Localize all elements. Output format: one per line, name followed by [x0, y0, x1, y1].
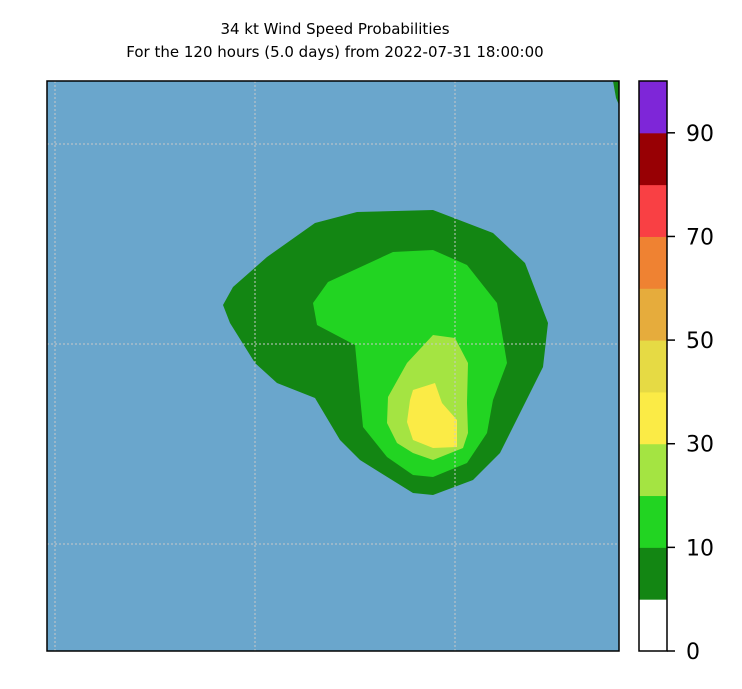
colorbar-band: [639, 599, 667, 652]
colorbar-band: [639, 547, 667, 600]
colorbar-tick-label: 30: [686, 433, 714, 458]
colorbar-band: [639, 236, 667, 289]
chart-title: 34 kt Wind Speed Probabilities: [220, 20, 450, 38]
contour-30-40: [407, 383, 457, 448]
map-frame: [46, 80, 620, 652]
colorbar-tick-label: 70: [686, 225, 714, 250]
colorbar-tick-label: 50: [686, 329, 714, 354]
colorbar-band: [639, 495, 667, 548]
colorbar-band: [639, 288, 667, 341]
chart-subtitle: For the 120 hours (5.0 days) from 2022-0…: [126, 43, 544, 61]
colorbar-frame: [638, 80, 668, 652]
contour-5-10-corner: [613, 81, 619, 105]
colorbar-band: [639, 340, 667, 393]
colorbar-band: [639, 391, 667, 445]
colorbar-band: [639, 132, 667, 186]
colorbar-band: [639, 184, 667, 237]
colorbar-tick-label: 90: [686, 122, 714, 147]
colorbar-band: [639, 81, 667, 134]
colorbar-tick-label: 0: [686, 640, 700, 665]
colorbar-band: [639, 443, 667, 497]
colorbar-tick-label: 10: [686, 536, 714, 561]
